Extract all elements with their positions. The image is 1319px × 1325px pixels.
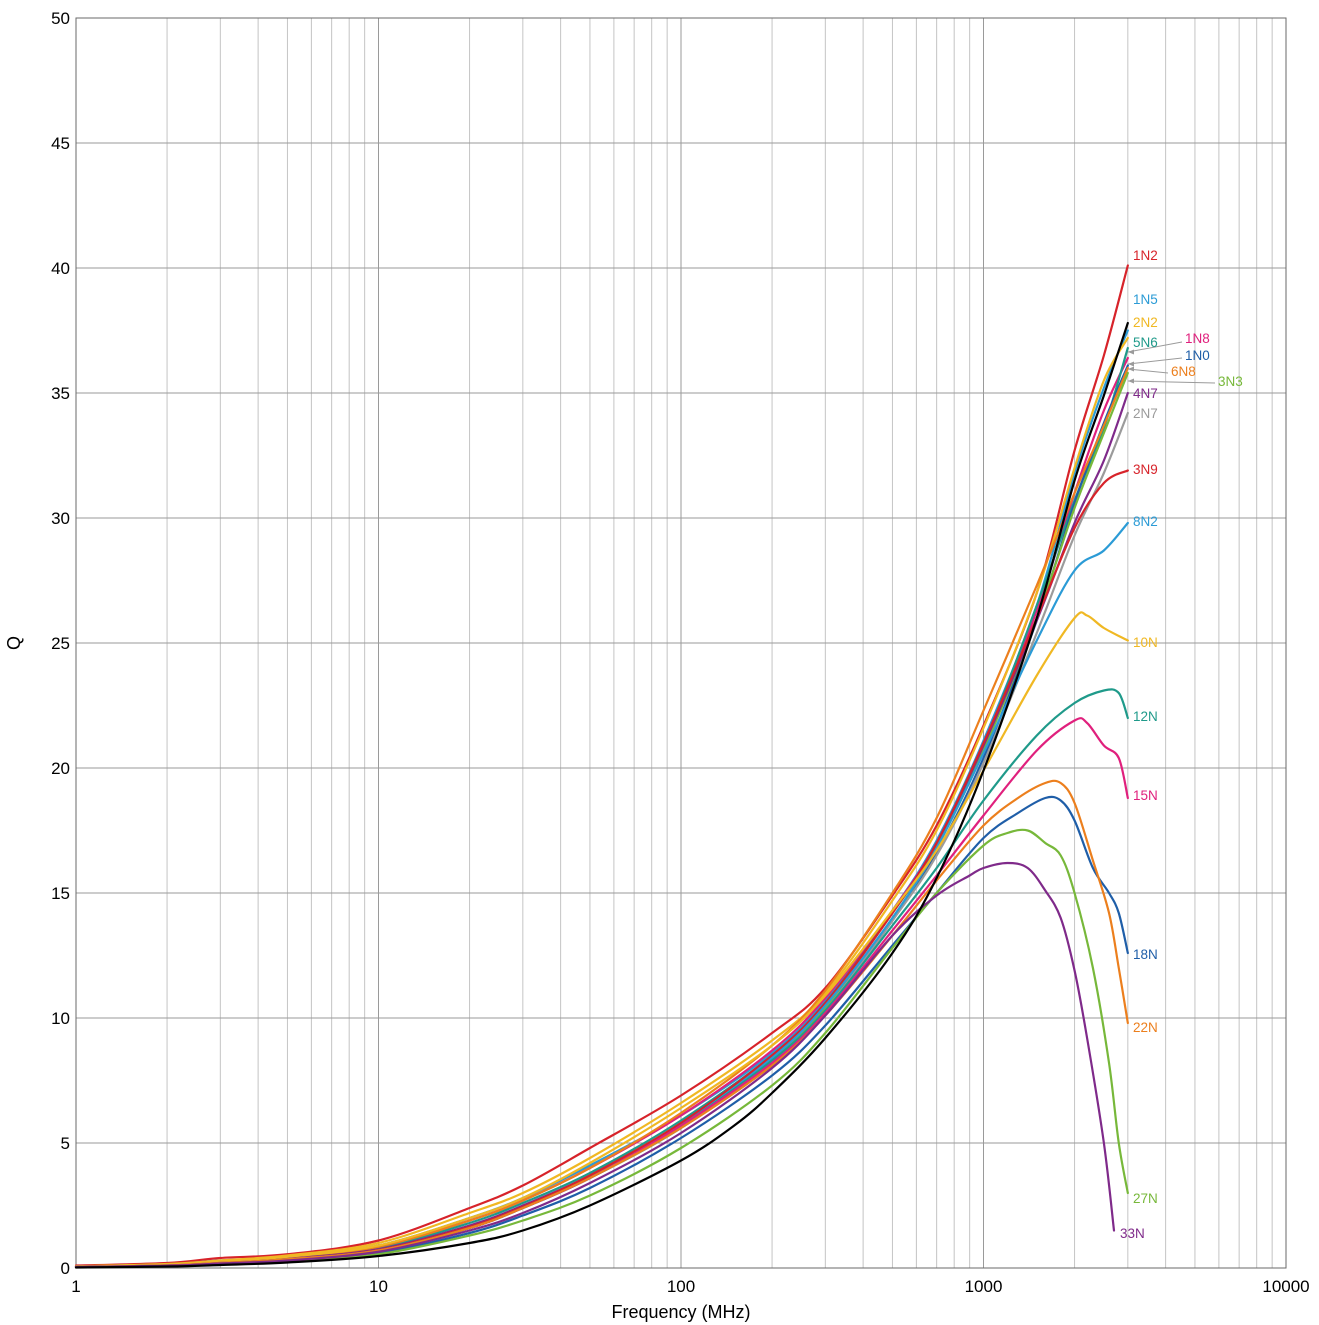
leader-arrowhead [1128, 367, 1134, 372]
y-tick-label: 15 [51, 884, 70, 903]
series-label-6n8: 6N8 [1171, 364, 1196, 379]
series-label-2n2: 2N2 [1133, 315, 1158, 330]
leader-arrowhead [1128, 350, 1134, 355]
series-label-10n: 10N [1133, 635, 1158, 650]
y-tick-labels: 0 5 10 15 20 25 30 35 40 45 50 [51, 9, 70, 1278]
series-label-15n: 15N [1133, 788, 1158, 803]
series-label-27n: 27N [1133, 1191, 1158, 1206]
x-tick-label: 10000 [1262, 1277, 1309, 1296]
x-tick-label: 1000 [965, 1277, 1003, 1296]
series-label-18n: 18N [1133, 947, 1158, 962]
y-tick-label: 45 [51, 134, 70, 153]
y-axis-title: Q [4, 636, 24, 650]
y-tick-label: 10 [51, 1009, 70, 1028]
leader-line-3n3 [1128, 381, 1215, 383]
series-label-4n7: 4N7 [1133, 386, 1158, 401]
major-grid [76, 18, 1286, 1268]
y-tick-label: 35 [51, 384, 70, 403]
series-label-5n6: 5N6 [1133, 335, 1158, 350]
y-tick-label: 5 [61, 1134, 70, 1153]
y-tick-label: 40 [51, 259, 70, 278]
series-label-8n2: 8N2 [1133, 514, 1158, 529]
y-tick-label: 25 [51, 634, 70, 653]
x-tick-label: 100 [667, 1277, 695, 1296]
series-label-1n0: 1N0 [1185, 348, 1210, 363]
x-tick-label: 1 [71, 1277, 80, 1296]
series-label-1n8: 1N8 [1185, 331, 1210, 346]
leader-arrowhead [1128, 379, 1134, 384]
x-tick-label: 10 [369, 1277, 388, 1296]
series-label-2n7: 2N7 [1133, 406, 1158, 421]
x-axis-title: Frequency (MHz) [611, 1302, 750, 1322]
series-line-33n [76, 863, 1114, 1267]
series-label-33n: 33N [1120, 1226, 1145, 1241]
y-tick-label: 30 [51, 509, 70, 528]
y-tick-label: 50 [51, 9, 70, 28]
y-tick-label: 20 [51, 759, 70, 778]
series-label-1n2: 1N2 [1133, 248, 1158, 263]
series-label-1n5: 1N5 [1133, 292, 1158, 307]
y-tick-label: 0 [61, 1259, 70, 1278]
series-label-22n: 22N [1133, 1020, 1158, 1035]
x-tick-labels: 1 10 100 1000 10000 [71, 1277, 1309, 1296]
series-label-3n9: 3N9 [1133, 462, 1158, 477]
series-label-3n3: 3N3 [1218, 374, 1243, 389]
series-label-12n: 12N [1133, 709, 1158, 724]
